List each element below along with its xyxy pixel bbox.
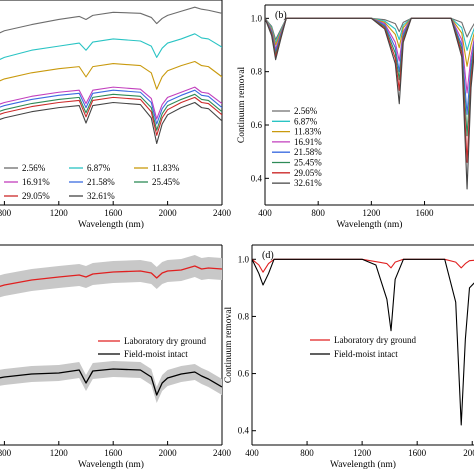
series-line-1 — [252, 258, 474, 426]
series-line-0 — [0, 265, 222, 287]
x-tick-label: 1600 — [416, 208, 435, 218]
panel-label: (d) — [262, 250, 274, 261]
x-tick-label: 2000 — [159, 448, 178, 458]
x-axis-label: Wavelength (nm) — [330, 459, 396, 470]
series-line-7 — [0, 101, 222, 145]
series-line-3 — [265, 17, 474, 94]
legend-label: 6.87% — [294, 116, 318, 126]
series-line-1 — [265, 17, 474, 51]
y-axis-label: Continuum removal — [224, 307, 234, 384]
panel-b: 400 800 1200 1600 0.4 0.6 0.8 1.0 Wavelength (nm… — [237, 4, 474, 230]
legend-label: 2.56% — [22, 163, 46, 173]
x-axis-label: Wavelength (nm) — [337, 219, 403, 230]
y-tick-label: 0.8 — [238, 311, 250, 321]
x-tick-label: 2400 — [213, 208, 232, 218]
legend-label: 11.83% — [152, 163, 180, 173]
legend-label: 16.91% — [22, 177, 50, 187]
legend-label: 29.05% — [294, 168, 322, 178]
legend-label: 2.56% — [294, 106, 318, 116]
x-tick-label: 2400 — [213, 448, 232, 458]
legend-label: 6.87% — [87, 163, 111, 173]
legend-label: 25.45% — [294, 158, 322, 168]
plot-area — [265, 17, 474, 190]
x-tick-label: 2000 — [159, 208, 178, 218]
legend-label: 32.61% — [294, 178, 322, 188]
legend-label: Laboratory dry ground — [334, 335, 416, 345]
series-line-0 — [252, 258, 474, 273]
x-tick-label: 800 — [300, 448, 314, 458]
legend-label: 21.58% — [294, 147, 322, 157]
legend: Laboratory dry ground Field-moist intact — [310, 335, 416, 359]
series-line-0 — [0, 6, 222, 34]
y-tick-label: 0.8 — [251, 67, 263, 77]
plot-area — [252, 258, 474, 426]
y-tick-label: 1.0 — [238, 254, 250, 264]
panel-label: (b) — [275, 10, 287, 21]
x-axis-label: Wavelength (nm) — [78, 459, 144, 470]
series-line-2 — [0, 60, 222, 90]
x-tick-label: 1600 — [408, 448, 427, 458]
series-line-2 — [265, 17, 474, 67]
x-tick-label: 2000 — [463, 448, 474, 458]
legend-label: 32.61% — [87, 191, 115, 201]
x-tick-label: 1200 — [362, 208, 381, 218]
y-tick-label: 0.4 — [251, 173, 263, 183]
legend: 2.56% 6.87% 11.83% 16.91% 21.58% 25.45% 29.05%… — [4, 163, 180, 201]
x-tick-label: 1200 — [50, 448, 69, 458]
series-line-7 — [265, 17, 474, 190]
x-tick-label: 1600 — [104, 448, 123, 458]
x-tick-label: 800 — [311, 208, 325, 218]
x-tick-label: 800 — [0, 208, 12, 218]
panel-a: 800 1200 1600 2000 2400 Wavelength (nm) 2.56% 6… — [0, 0, 232, 230]
legend-label: 16.91% — [294, 137, 322, 147]
band-0 — [0, 255, 222, 298]
x-tick-label: 400 — [258, 208, 272, 218]
x-tick-label: 1600 — [104, 208, 123, 218]
legend-label: Field-moist intact — [334, 349, 398, 359]
legend-label: 11.83% — [294, 127, 322, 137]
y-tick-label: 1.0 — [251, 13, 263, 23]
series-line-1 — [0, 368, 222, 396]
series-line-4 — [265, 17, 474, 115]
band-1 — [0, 361, 222, 403]
y-tick-label: 0.6 — [251, 120, 263, 130]
x-tick-label: 1200 — [50, 208, 69, 218]
legend: Laboratory dry ground Field-moist intact — [98, 336, 206, 359]
legend-label: 21.58% — [87, 177, 115, 187]
legend-label: Laboratory dry ground — [124, 336, 206, 346]
legend: 2.56%6.87%11.83%16.91%21.58%25.45%29.05%… — [272, 106, 322, 188]
series-line-0 — [265, 17, 474, 41]
x-axis-label: Wavelength (nm) — [78, 219, 144, 230]
panel-c: 800 1200 1600 2000 2400 Wavelength (nm) Labora… — [0, 244, 232, 470]
x-tick-label: 800 — [0, 448, 12, 458]
legend-label: 29.05% — [22, 191, 50, 201]
series-line-6 — [0, 96, 222, 136]
series-line-4 — [0, 89, 222, 125]
y-tick-label: 0.4 — [238, 426, 250, 436]
series-line-3 — [0, 86, 222, 120]
panel-d: 400 800 1200 1600 2000 0.4 0.6 0.8 1.0 Wavelength… — [224, 244, 474, 470]
legend-label: Field-moist intact — [124, 349, 188, 359]
plot-area — [0, 255, 222, 403]
plot-area — [0, 6, 222, 145]
x-tick-label: 1200 — [353, 448, 372, 458]
legend-label: 25.45% — [152, 177, 180, 187]
y-axis-label: Continuum removal — [237, 67, 247, 144]
series-line-5 — [0, 93, 222, 131]
y-tick-label: 0.6 — [238, 369, 250, 379]
x-tick-label: 400 — [245, 448, 259, 458]
series-line-1 — [0, 33, 222, 60]
